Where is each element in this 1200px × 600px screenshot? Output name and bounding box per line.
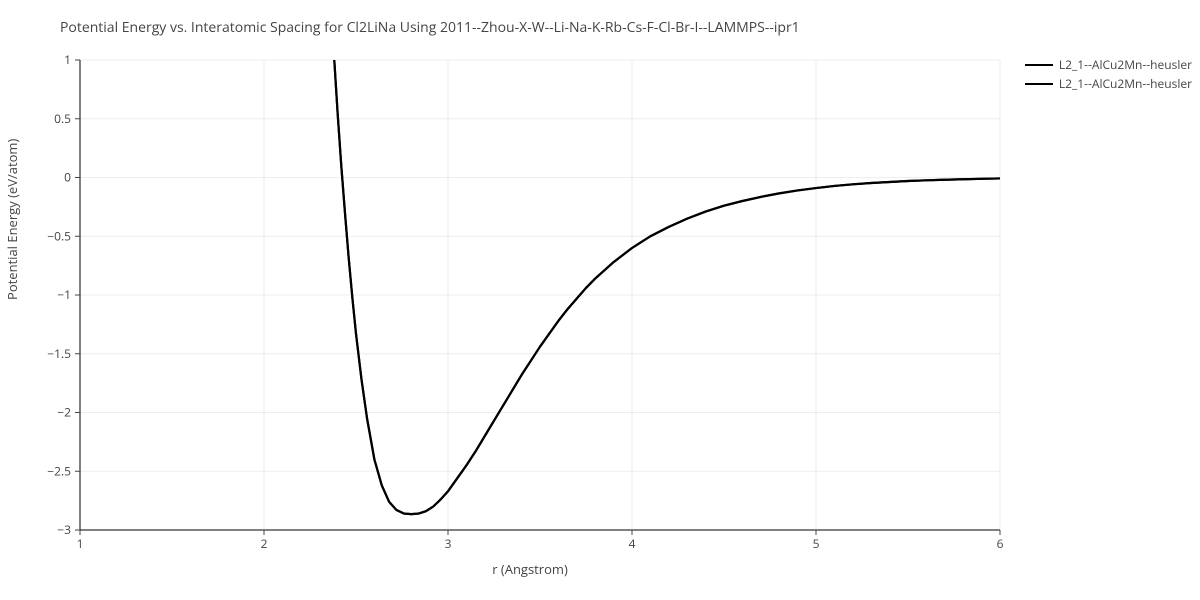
y-tick-label: −0.5 <box>47 227 71 244</box>
x-tick-label: 2 <box>261 535 268 552</box>
x-tick-label: 5 <box>813 535 820 552</box>
y-tick-label: 0.5 <box>54 110 71 127</box>
x-tick-label: 6 <box>997 535 1004 552</box>
legend-item[interactable]: L2_1--AlCu2Mn--heusler <box>1025 56 1192 73</box>
x-tick-label: 1 <box>77 535 84 552</box>
x-tick-label: 3 <box>445 535 452 552</box>
chart-svg[interactable]: 1 2 3 4 5 6 −3 −2.5 −2 −1.5 −1 −0.5 0 0.5 1 <box>0 0 1200 600</box>
legend-swatch <box>1025 64 1053 66</box>
y-tick-label: 0 <box>64 169 71 186</box>
legend-item[interactable]: L2_1--AlCu2Mn--heusler <box>1025 75 1192 92</box>
y-tick-label: −2.5 <box>47 462 71 479</box>
legend-label: L2_1--AlCu2Mn--heusler <box>1059 75 1192 92</box>
legend-swatch <box>1025 83 1053 85</box>
y-tick-label: −1.5 <box>47 345 71 362</box>
series-line[interactable] <box>334 54 1000 514</box>
y-tick-label: −2 <box>57 404 71 421</box>
series-line[interactable] <box>334 54 1000 514</box>
x-tick-label: 4 <box>629 535 636 552</box>
legend-label: L2_1--AlCu2Mn--heusler <box>1059 56 1192 73</box>
y-tick-label: −1 <box>57 286 71 303</box>
y-tick-label: 1 <box>64 51 71 68</box>
y-tick-label: −3 <box>57 521 71 538</box>
chart-container: Potential Energy vs. Interatomic Spacing… <box>0 0 1200 600</box>
legend[interactable]: L2_1--AlCu2Mn--heusler L2_1--AlCu2Mn--heu… <box>1025 56 1192 94</box>
